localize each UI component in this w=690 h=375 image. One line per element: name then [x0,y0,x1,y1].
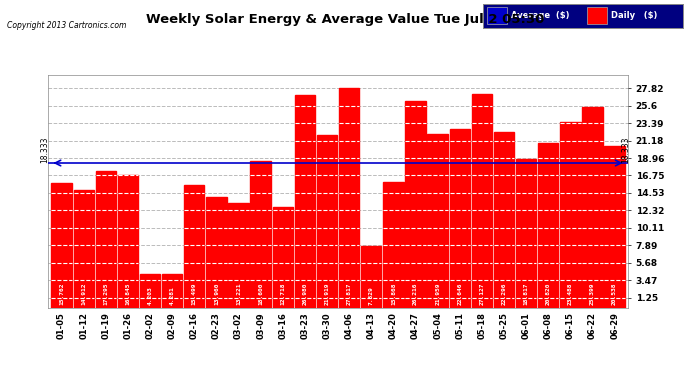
Text: 26.216: 26.216 [413,283,418,305]
FancyBboxPatch shape [587,8,607,24]
Bar [604,146,625,308]
Text: 13.960: 13.960 [214,283,219,305]
Text: 17.295: 17.295 [104,283,108,305]
Bar [405,101,426,308]
Text: 15.499: 15.499 [192,283,197,305]
Bar [428,134,448,308]
Text: 20.820: 20.820 [546,283,551,305]
FancyBboxPatch shape [487,8,507,24]
Text: 18.333: 18.333 [40,136,50,163]
Bar [516,159,536,308]
Bar [450,129,470,308]
Text: Copyright 2013 Cartronics.com: Copyright 2013 Cartronics.com [7,21,126,30]
Text: 13.221: 13.221 [236,283,241,305]
Bar [228,203,248,308]
Text: 21.919: 21.919 [324,283,330,305]
Bar [494,132,514,308]
Text: 27.127: 27.127 [480,283,484,305]
Bar [383,183,404,308]
Text: 16.845: 16.845 [126,283,130,305]
Text: 18.817: 18.817 [524,283,529,305]
Text: Average  ($): Average ($) [511,12,569,20]
Text: 14.912: 14.912 [81,283,86,305]
Bar [140,274,160,308]
Text: 18.333: 18.333 [621,136,631,163]
Text: Daily   ($): Daily ($) [611,12,658,20]
Bar [250,161,271,308]
Text: 22.296: 22.296 [502,283,506,305]
Bar [206,198,226,308]
Text: 7.829: 7.829 [368,286,374,305]
Text: Weekly Solar Energy & Average Value Tue Jul 2 05:30: Weekly Solar Energy & Average Value Tue … [146,13,544,26]
Text: 15.762: 15.762 [59,283,64,305]
Text: 26.980: 26.980 [302,283,308,305]
Text: 21.959: 21.959 [435,283,440,305]
Bar [184,185,204,308]
Bar [96,171,116,308]
Bar [361,246,382,308]
Text: 4.203: 4.203 [148,286,152,305]
Text: 23.488: 23.488 [568,283,573,305]
Text: 4.281: 4.281 [170,286,175,305]
Text: 12.718: 12.718 [280,283,285,305]
Text: 18.600: 18.600 [258,283,263,305]
Bar [339,88,359,308]
Bar [273,207,293,308]
Bar [295,95,315,308]
Text: 25.399: 25.399 [590,283,595,305]
Bar [538,143,558,308]
Text: 20.538: 20.538 [612,283,617,305]
Bar [74,190,94,308]
Bar [118,175,138,308]
Bar [162,274,182,308]
Bar [472,94,492,308]
Bar [51,183,72,308]
Bar [582,107,602,308]
Bar [317,135,337,308]
Bar [560,122,580,308]
Text: 27.817: 27.817 [346,283,352,305]
Text: 22.646: 22.646 [457,283,462,305]
Text: 15.868: 15.868 [391,283,396,305]
